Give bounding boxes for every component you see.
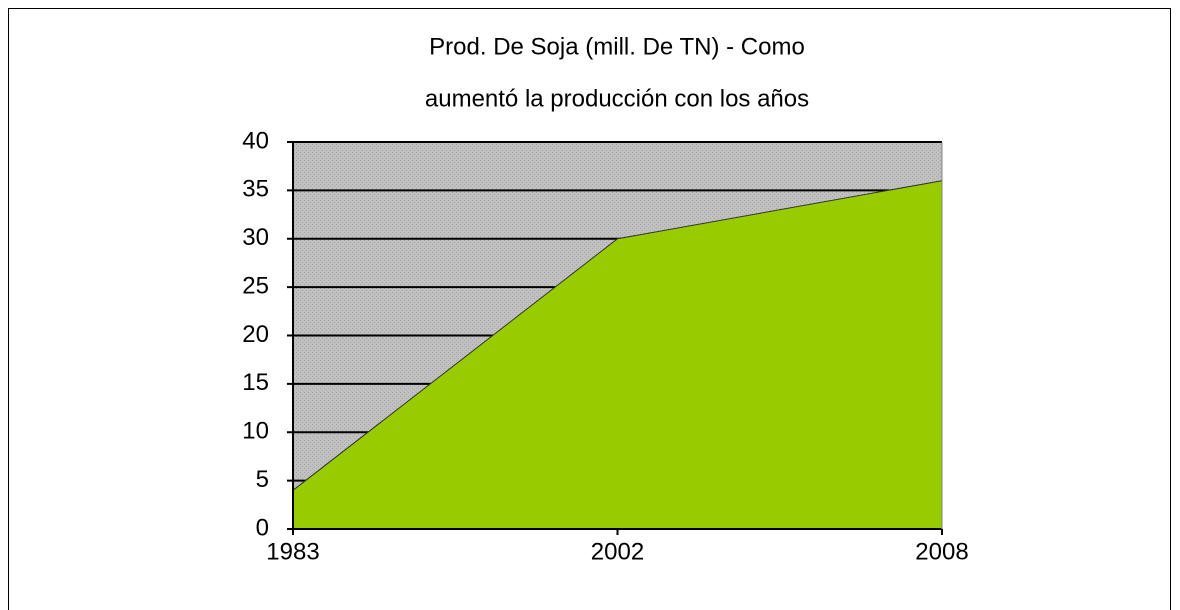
y-tick-label: 40 <box>242 127 269 154</box>
x-tick-label: 2002 <box>591 538 644 565</box>
y-tick-label: 15 <box>242 369 269 396</box>
x-tick-label: 1983 <box>266 538 319 565</box>
y-tick-label: 0 <box>256 514 269 541</box>
chart-title: Prod. De Soja (mill. De TN) - Como <box>429 33 805 60</box>
y-tick-label: 25 <box>242 272 269 299</box>
chart-title: aumentó la producción con los años <box>425 85 809 112</box>
y-tick-label: 10 <box>242 418 269 445</box>
y-tick-label: 35 <box>242 176 269 203</box>
y-tick-label: 20 <box>242 321 269 348</box>
x-tick-label: 2008 <box>915 538 968 565</box>
y-tick-label: 30 <box>242 224 269 251</box>
y-tick-label: 5 <box>256 466 269 493</box>
